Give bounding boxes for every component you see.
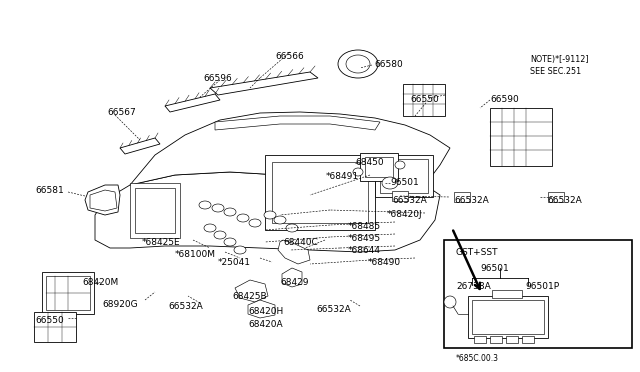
Text: 66580: 66580 — [374, 60, 403, 69]
Polygon shape — [282, 268, 302, 287]
Polygon shape — [278, 240, 310, 264]
Text: 66550: 66550 — [35, 316, 64, 325]
Ellipse shape — [224, 208, 236, 216]
Ellipse shape — [395, 161, 405, 169]
Bar — [468, 296, 548, 338]
Text: *68420J: *68420J — [387, 210, 422, 219]
Bar — [392, 191, 408, 201]
Polygon shape — [95, 172, 440, 252]
Ellipse shape — [224, 238, 236, 246]
Text: 66590: 66590 — [490, 95, 519, 104]
Bar — [265, 155, 375, 230]
Bar — [548, 192, 564, 202]
Bar — [454, 192, 470, 202]
Bar — [492, 290, 522, 298]
Ellipse shape — [214, 231, 226, 239]
Text: *68495: *68495 — [348, 234, 381, 243]
Bar — [380, 159, 428, 193]
Text: 26738A: 26738A — [456, 282, 491, 291]
Bar — [490, 108, 552, 166]
Bar — [365, 157, 393, 177]
Text: 68450: 68450 — [355, 158, 383, 167]
Polygon shape — [90, 190, 117, 211]
Text: 66567: 66567 — [107, 108, 136, 117]
Text: 96501P: 96501P — [525, 282, 559, 291]
Ellipse shape — [234, 246, 246, 254]
Text: *68490: *68490 — [368, 258, 401, 267]
Bar — [522, 336, 534, 343]
Ellipse shape — [199, 201, 211, 209]
Bar — [46, 276, 90, 310]
Text: 68420A: 68420A — [248, 320, 283, 329]
Polygon shape — [215, 116, 380, 130]
Text: 66550: 66550 — [410, 95, 439, 104]
Text: 66566: 66566 — [276, 52, 305, 61]
Text: 68425B: 68425B — [232, 292, 267, 301]
Bar — [474, 336, 486, 343]
Ellipse shape — [382, 177, 398, 189]
Text: *685C.00.3: *685C.00.3 — [456, 354, 499, 363]
Text: 66532A: 66532A — [454, 196, 489, 205]
Ellipse shape — [249, 219, 261, 227]
Ellipse shape — [264, 211, 276, 219]
Text: 68429: 68429 — [280, 278, 308, 287]
Text: 66532A: 66532A — [168, 302, 203, 311]
Text: *68644: *68644 — [348, 246, 381, 255]
Bar — [403, 84, 445, 116]
Text: NOTE)*[-9112]: NOTE)*[-9112] — [530, 55, 589, 64]
Text: 66581: 66581 — [35, 186, 64, 195]
Ellipse shape — [286, 224, 298, 232]
Ellipse shape — [212, 204, 224, 212]
Text: *68100M: *68100M — [175, 250, 216, 259]
Text: 66532A: 66532A — [316, 305, 351, 314]
Ellipse shape — [274, 216, 286, 224]
Text: 68420M: 68420M — [82, 278, 118, 287]
Bar — [272, 162, 368, 223]
Ellipse shape — [353, 168, 363, 176]
Polygon shape — [235, 280, 268, 302]
Text: 68920G: 68920G — [102, 300, 138, 309]
Ellipse shape — [444, 296, 456, 308]
Text: 66596: 66596 — [204, 74, 232, 83]
Polygon shape — [85, 185, 120, 215]
Text: 66532A: 66532A — [547, 196, 582, 205]
Text: *68491: *68491 — [326, 172, 359, 181]
Bar — [444, 240, 632, 348]
Polygon shape — [130, 112, 450, 185]
Bar — [135, 188, 175, 233]
Bar — [34, 312, 76, 342]
Bar — [375, 155, 433, 197]
Text: *68425E: *68425E — [142, 238, 180, 247]
Text: *25041: *25041 — [218, 258, 251, 267]
Text: *68485: *68485 — [348, 222, 381, 231]
Text: 66532A: 66532A — [392, 196, 427, 205]
Ellipse shape — [346, 55, 370, 73]
Text: 68420H: 68420H — [248, 307, 284, 316]
Bar — [360, 153, 398, 181]
Bar — [506, 336, 518, 343]
Polygon shape — [248, 300, 275, 318]
Text: SEE SEC.251: SEE SEC.251 — [530, 67, 581, 76]
Bar — [130, 183, 180, 238]
Bar — [472, 300, 544, 334]
Text: 68440C: 68440C — [283, 238, 317, 247]
Bar — [490, 336, 502, 343]
Ellipse shape — [204, 224, 216, 232]
Ellipse shape — [338, 50, 378, 78]
Text: 96501: 96501 — [390, 178, 419, 187]
Ellipse shape — [237, 214, 249, 222]
Text: 96501: 96501 — [480, 264, 509, 273]
Text: GST+SST: GST+SST — [456, 248, 499, 257]
Bar — [42, 272, 94, 314]
